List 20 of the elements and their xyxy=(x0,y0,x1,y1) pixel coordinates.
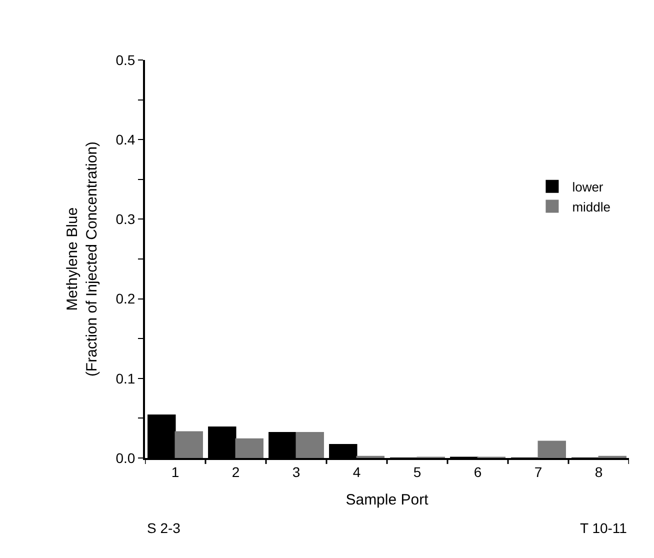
text: S 2-3 xyxy=(147,520,181,536)
y-tick-label: 0.5 xyxy=(116,52,136,68)
x-tick-label: 2 xyxy=(232,464,240,480)
x-tick-label: 6 xyxy=(474,464,482,480)
y-tick-label: 0.0 xyxy=(116,450,136,466)
x-tick-label: 7 xyxy=(534,464,542,480)
x-tick-label: 8 xyxy=(594,464,603,480)
x-tick-label: 5 xyxy=(413,464,422,480)
y-tick-label: 0.1 xyxy=(116,370,136,386)
y-tick-label: 0.2 xyxy=(116,290,136,307)
legend-label: middle xyxy=(572,199,610,214)
y-tick-label: 0.3 xyxy=(116,211,136,228)
x-tick-label: 1 xyxy=(171,464,180,480)
legend-label: lower xyxy=(572,179,604,194)
x-axis-title: Sample Port xyxy=(346,491,430,508)
x-tick-label: 4 xyxy=(352,464,361,480)
y-axis-title: Methylene Blue (Fraction of Injected Concentration) xyxy=(64,141,100,377)
y-tick-label: 0.4 xyxy=(116,132,136,148)
text: T 10-11 xyxy=(580,520,628,536)
x-tick-label: 3 xyxy=(292,464,300,480)
